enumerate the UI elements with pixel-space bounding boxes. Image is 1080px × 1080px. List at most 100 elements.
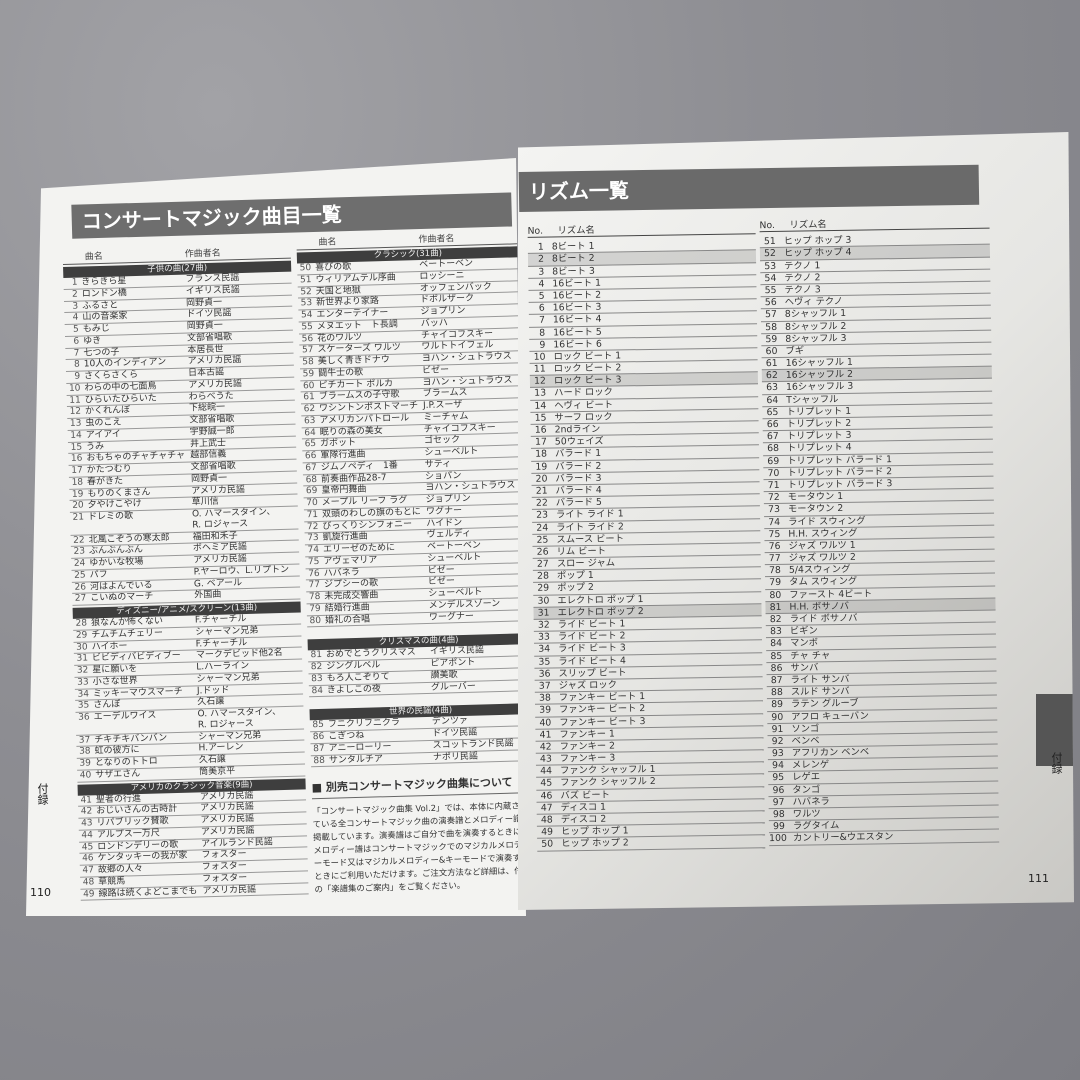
- header-rhythm-name: リズム名: [557, 224, 595, 237]
- rhythm-name: ベンベ: [791, 735, 820, 747]
- note-heading: ■ 別売コンサートマジック曲集について: [311, 775, 526, 800]
- rhythm-name: ファンキー 3: [559, 752, 616, 765]
- rhythm-name: トリプレット 4: [786, 442, 852, 455]
- rhythm-number: 97: [772, 796, 785, 808]
- rhythm-number: 96: [772, 784, 785, 796]
- song-number: 7: [73, 348, 80, 359]
- rhythm-number: 23: [536, 509, 549, 522]
- rhythm-name: ハード ロック: [554, 386, 613, 399]
- header-composer: 作曲者名: [418, 234, 455, 246]
- composer: O. ハマースタイン、 R. ロジャース: [191, 507, 276, 531]
- rhythm-name: トリプレット バラード 3: [787, 478, 893, 491]
- rhythm-number: 92: [771, 735, 784, 747]
- rhythm-number: 84: [770, 638, 783, 650]
- rhythm-number: 21: [535, 485, 548, 497]
- song-number: 56: [301, 333, 314, 344]
- song-number: 60: [302, 380, 315, 391]
- rhythm-name: Tシャッフル: [786, 393, 839, 406]
- rhythm-name: ファンキー 2: [559, 740, 616, 753]
- rhythm-number: 24: [536, 522, 549, 534]
- song-number: 15: [70, 442, 83, 453]
- header-song-name: 曲名: [84, 252, 103, 263]
- rhythm-number: 29: [537, 583, 550, 595]
- rhythm-number: 45: [540, 777, 553, 790]
- composer: グルーバー: [430, 681, 476, 693]
- rhythm-number: 94: [772, 760, 785, 772]
- rhythm-name: ファンキー ビート 1: [558, 691, 646, 704]
- rhythm-name: サーフ ロック: [554, 411, 613, 424]
- song-number: 48: [82, 877, 95, 888]
- rhythm-number: 83: [769, 626, 782, 638]
- rhythm-name: ディスコ 2: [560, 813, 607, 826]
- rhythm-name: バラード 1: [554, 448, 602, 460]
- song-number: 47: [82, 865, 95, 876]
- song-number: 23: [73, 546, 86, 558]
- rhythm-name: アフリカン ベンベ: [791, 746, 870, 759]
- rhythm-name: 5/4スウィング: [788, 564, 851, 577]
- song-number: 76: [308, 568, 320, 579]
- rhythm-name: リム ビート: [556, 545, 607, 558]
- rhythm-name: ヒップ ホップ 3: [783, 234, 852, 248]
- rhythm-number: 18: [535, 448, 548, 461]
- rhythm-number: 43: [539, 753, 552, 765]
- header-song-name: 曲名: [318, 237, 337, 249]
- rhythm-number: 93: [771, 747, 784, 760]
- song-number: 77: [308, 580, 321, 591]
- rhythm-name: マンボ: [789, 637, 819, 650]
- rhythm-name: ジャズ ワルツ 2: [788, 551, 856, 564]
- song-number: 40: [79, 770, 92, 781]
- rhythm-number: 34: [538, 643, 551, 656]
- header-rhythm-name: リズム名: [789, 219, 827, 231]
- rhythm-number: 30: [537, 595, 550, 607]
- rhythm-name: チャ チャ: [790, 649, 831, 662]
- song-number: 52: [300, 286, 312, 297]
- rhythm-name: ライド ボサノバ: [789, 612, 858, 625]
- rhythm-name: ファンキー ビート 3: [559, 715, 646, 728]
- song-list-column-2: 曲名 作曲者名 クラシック(31曲) 50 喜びの歌 ベートーベン 51 ウィリアムテル序曲ロ…: [296, 228, 526, 896]
- rhythm-name: スルド サンバ: [790, 685, 850, 698]
- song-number: 42: [80, 806, 93, 817]
- rhythm-name: 16ビート 2: [552, 289, 602, 302]
- rhythm-number: 81: [769, 601, 782, 613]
- rhythm-number: 26: [536, 546, 549, 558]
- rhythm-name: ワルツ: [792, 808, 821, 820]
- composer: 筒美京平: [199, 766, 236, 778]
- rhythm-name: ビギン: [789, 625, 818, 637]
- rhythm-number: 91: [771, 723, 784, 735]
- rhythm-number: 28: [537, 570, 550, 583]
- song-number: 35: [77, 700, 90, 712]
- rhythm-name: ラグタイム: [792, 820, 840, 832]
- song-number: 46: [82, 853, 94, 864]
- rhythm-name: サンバ: [790, 662, 819, 674]
- rhythm-name: 8シャッフル 1: [784, 308, 847, 321]
- song-name: サンタルチア: [328, 753, 384, 766]
- song-number: 3: [72, 301, 79, 312]
- rhythm-number: 19: [535, 461, 548, 473]
- song-number: 22: [73, 535, 85, 546]
- song-number: 5: [72, 324, 79, 335]
- rhythm-number: 80: [769, 589, 782, 601]
- rhythm-name: ファンク シャッフル 2: [560, 776, 656, 789]
- song-number: 78: [308, 591, 321, 603]
- rhythm-number: 37: [538, 680, 551, 692]
- rhythm-name: モータウン 1: [787, 491, 844, 503]
- song-number: 72: [306, 521, 319, 532]
- song-number: 57: [301, 345, 314, 356]
- rhythm-number: 6: [538, 302, 545, 314]
- song-number: 66: [304, 451, 317, 462]
- song-name: サザエさん: [95, 768, 141, 781]
- rhythm-name: ヒップ ホップ 4: [783, 247, 852, 260]
- song-number: 63: [303, 415, 316, 427]
- song-number: 83: [311, 673, 323, 684]
- rhythm-name: エレクトロ ポップ 1: [557, 593, 644, 607]
- song-number: 75: [307, 556, 320, 568]
- rhythm-number: 56: [764, 297, 777, 309]
- rhythm-number: 87: [770, 674, 783, 687]
- song-number: 58: [302, 357, 314, 368]
- song-number: 27: [74, 593, 87, 605]
- rhythm-name: ポップ 1: [556, 570, 594, 582]
- rhythm-number: 14: [534, 400, 547, 412]
- rhythm-number: 49: [541, 826, 554, 838]
- rhythm-name: タンゴ: [792, 783, 821, 796]
- rhythm-name: ブギ: [785, 345, 805, 357]
